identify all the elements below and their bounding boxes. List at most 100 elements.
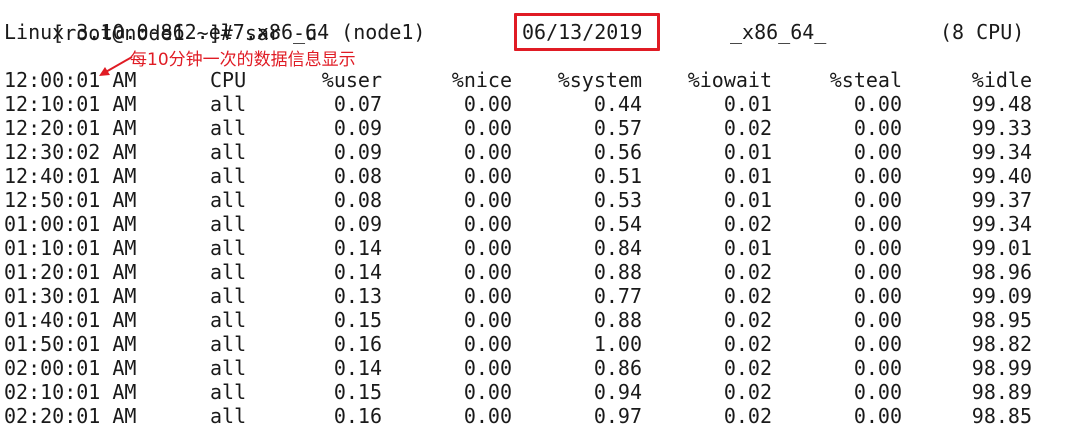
cell-time: 12:50:01 AM: [4, 188, 137, 212]
header-nice: %nice: [451, 68, 512, 92]
cell-idle: 99.48: [971, 92, 1032, 116]
cell-steal: 0.00: [853, 380, 902, 404]
table-row: 01:20:01 AM all 0.14 0.00 0.88 0.02 0.00 98.96: [4, 260, 1064, 284]
cell-time: 01:40:01 AM: [4, 308, 137, 332]
cell-idle: 99.09: [971, 284, 1032, 308]
cell-steal: 0.00: [853, 212, 902, 236]
cell-user: 0.09: [333, 116, 382, 140]
cell-iowait: 0.02: [723, 116, 772, 140]
cell-time: 01:20:01 AM: [4, 260, 137, 284]
cell-system: 0.88: [593, 308, 642, 332]
cell-idle: 99.01: [971, 236, 1032, 260]
cell-idle: 99.33: [971, 116, 1032, 140]
date-highlight-box: [514, 13, 660, 51]
cell-system: 0.84: [593, 236, 642, 260]
cell-nice: 0.00: [463, 212, 512, 236]
cell-cpu: all: [210, 332, 247, 356]
cell-system: 0.57: [593, 116, 642, 140]
cell-system: 0.54: [593, 212, 642, 236]
annotation-arrow-icon: [99, 56, 133, 76]
table-row: 12:20:01 AM all 0.09 0.00 0.57 0.02 0.00 99.33: [4, 116, 1064, 140]
command-prompt: [root@node1 ~]# sar -u: [4, 0, 317, 45]
cell-idle: 98.96: [971, 260, 1032, 284]
header-time: 12:00:01 AM: [4, 68, 137, 92]
cell-iowait: 0.02: [723, 284, 772, 308]
cell-time: 02:10:01 AM: [4, 380, 137, 404]
cell-idle: 99.34: [971, 212, 1032, 236]
cell-nice: 0.00: [463, 308, 512, 332]
table-row: 12:10:01 AM all 0.07 0.00 0.44 0.01 0.00 99.48: [4, 92, 1064, 116]
cell-idle: 98.82: [971, 332, 1032, 356]
table-row: 01:50:01 AM all 0.16 0.00 1.00 0.02 0.00 98.82: [4, 332, 1064, 356]
cell-idle: 98.85: [971, 404, 1032, 428]
cell-cpu: all: [210, 308, 247, 332]
cell-iowait: 0.01: [723, 140, 772, 164]
cell-cpu: all: [210, 164, 247, 188]
cell-nice: 0.00: [463, 404, 512, 428]
cell-iowait: 0.02: [723, 332, 772, 356]
cell-user: 0.16: [333, 404, 382, 428]
cell-cpu: all: [210, 356, 247, 380]
cell-user: 0.13: [333, 284, 382, 308]
cell-time: 12:30:02 AM: [4, 140, 137, 164]
report-date: 06/13/2019: [522, 20, 643, 44]
cell-system: 0.97: [593, 404, 642, 428]
cell-steal: 0.00: [853, 140, 902, 164]
cell-idle: 99.40: [971, 164, 1032, 188]
table-header: 12:00:01 AM CPU %user %nice %system %iowait %s…: [4, 68, 1064, 92]
cell-iowait: 0.02: [723, 260, 772, 284]
cell-steal: 0.00: [853, 236, 902, 260]
table-row: 02:00:01 AM all 0.14 0.00 0.86 0.02 0.00 98.99: [4, 356, 1064, 380]
table-row: 02:20:01 AM all 0.16 0.00 0.97 0.02 0.00 98.85: [4, 404, 1064, 428]
cell-nice: 0.00: [463, 116, 512, 140]
table-row: 12:40:01 AM all 0.08 0.00 0.51 0.01 0.00 99.40: [4, 164, 1064, 188]
prompt-text: [root@node1 ~]# sar -u: [52, 21, 318, 45]
table-row: 12:50:01 AM all 0.08 0.00 0.53 0.01 0.00 99.37: [4, 188, 1064, 212]
cell-nice: 0.00: [463, 188, 512, 212]
cell-idle: 98.89: [971, 380, 1032, 404]
cell-idle: 99.37: [971, 188, 1032, 212]
cell-user: 0.14: [333, 260, 382, 284]
sysinfo-line: Linux 3.10.0-862.el7.x86_64 (node1) 06/1…: [4, 20, 1064, 44]
cell-system: 0.53: [593, 188, 642, 212]
cell-nice: 0.00: [463, 380, 512, 404]
cell-steal: 0.00: [853, 332, 902, 356]
cell-steal: 0.00: [853, 116, 902, 140]
cell-steal: 0.00: [853, 260, 902, 284]
cell-nice: 0.00: [463, 236, 512, 260]
cell-cpu: all: [210, 260, 247, 284]
cell-iowait: 0.02: [723, 404, 772, 428]
cell-system: 0.56: [593, 140, 642, 164]
table-row: 01:30:01 AM all 0.13 0.00 0.77 0.02 0.00 99.09: [4, 284, 1064, 308]
cell-user: 0.15: [333, 380, 382, 404]
cell-system: 0.77: [593, 284, 642, 308]
cell-idle: 98.95: [971, 308, 1032, 332]
cell-nice: 0.00: [463, 164, 512, 188]
cell-cpu: all: [210, 188, 247, 212]
header-steal: %steal: [829, 68, 902, 92]
cell-system: 0.51: [593, 164, 642, 188]
cell-idle: 99.34: [971, 140, 1032, 164]
cell-time: 01:10:01 AM: [4, 236, 137, 260]
header-user: %user: [321, 68, 382, 92]
cell-steal: 0.00: [853, 284, 902, 308]
cell-steal: 0.00: [853, 164, 902, 188]
cell-iowait: 0.01: [723, 236, 772, 260]
table-row: 02:10:01 AM all 0.15 0.00 0.94 0.02 0.00 98.89: [4, 380, 1064, 404]
cell-cpu: all: [210, 380, 247, 404]
cell-cpu: all: [210, 236, 247, 260]
cell-steal: 0.00: [853, 188, 902, 212]
cell-user: 0.16: [333, 332, 382, 356]
cell-nice: 0.00: [463, 92, 512, 116]
arch-info: _x86_64_: [730, 20, 827, 44]
cell-steal: 0.00: [853, 308, 902, 332]
cell-cpu: all: [210, 284, 247, 308]
header-cpu: CPU: [210, 68, 247, 92]
cell-nice: 0.00: [463, 332, 512, 356]
cell-iowait: 0.01: [723, 92, 772, 116]
cell-iowait: 0.02: [723, 356, 772, 380]
cell-time: 12:20:01 AM: [4, 116, 137, 140]
cell-user: 0.15: [333, 308, 382, 332]
cell-iowait: 0.01: [723, 164, 772, 188]
cell-time: 12:10:01 AM: [4, 92, 137, 116]
